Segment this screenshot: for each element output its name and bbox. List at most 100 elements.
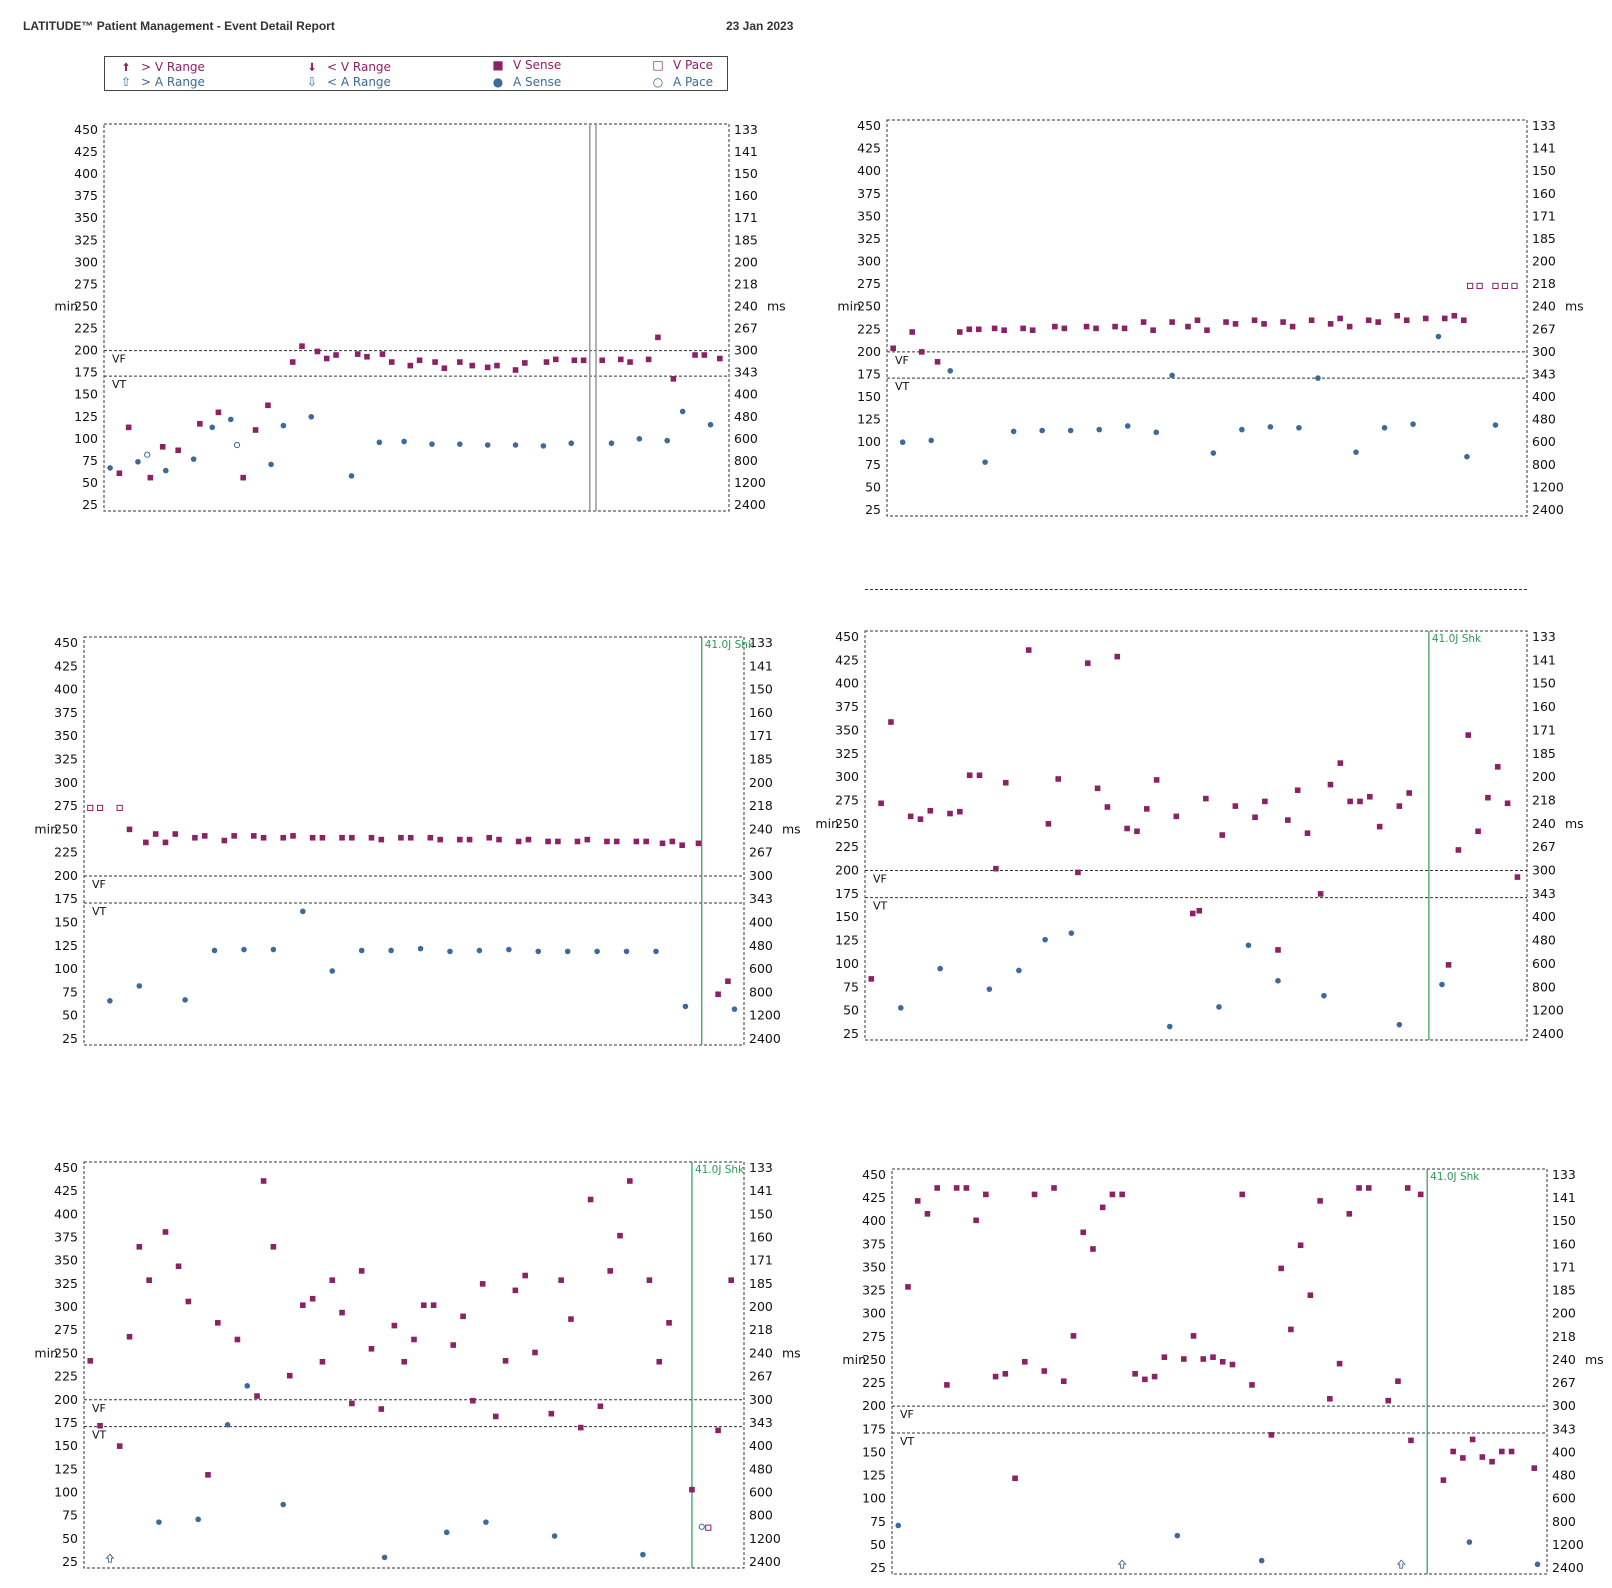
a-sense-point (1381, 424, 1388, 431)
shock-label: 41.0J Shk (1430, 1171, 1480, 1183)
v-sense-point (1239, 1191, 1246, 1198)
v-sense-point (162, 839, 169, 846)
v-pace-point (705, 1524, 712, 1531)
v-sense-point (1119, 1191, 1125, 1198)
y-tick-left: 100 (862, 1491, 886, 1506)
a-sense-point (476, 947, 483, 954)
legend-item-v-range-high: 🠩 > V Range (119, 58, 205, 79)
y-tick-right: 600 (749, 1484, 773, 1499)
v-sense-point (1190, 1333, 1197, 1339)
v-sense-point (1169, 319, 1175, 325)
a-sense-point (348, 473, 355, 479)
v-sense-point (1450, 1448, 1456, 1455)
v-sense-point (1465, 732, 1472, 738)
y-tick-right: 300 (1552, 1398, 1576, 1413)
v-sense-point (379, 351, 386, 357)
y-axis-label-right: ms (782, 821, 801, 836)
v-sense-point (484, 364, 491, 371)
v-sense-point (1203, 795, 1209, 802)
y-tick-right: 133 (1532, 629, 1556, 644)
v-sense-point (254, 1393, 260, 1399)
v-sense-point (496, 836, 502, 843)
v-sense-point (1090, 1246, 1096, 1252)
y-tick-left: 300 (862, 1306, 886, 1321)
v-sense-point (1460, 1455, 1466, 1461)
v-sense-point (116, 470, 123, 477)
a-sense-point (244, 1383, 251, 1389)
a-pace-point (233, 441, 241, 449)
a-sense-point (211, 947, 218, 954)
v-sense-point (1196, 907, 1203, 914)
v-sense-point (577, 1424, 584, 1431)
egm-chart-2: 450 425 400 375 350 325 300 275 250 225 200 175 150 1… (837, 110, 1583, 526)
v-sense-point (956, 329, 963, 335)
v-sense-point (1365, 317, 1372, 324)
v-sense-point (670, 376, 677, 382)
v-sense-point (469, 362, 476, 369)
plot-frame (83, 636, 745, 1046)
chart-svg: 450 425 400 375 350 325 300 275 250 225 200 175 150 1… (842, 1167, 1603, 1575)
y-tick-right: 600 (1532, 956, 1556, 971)
a-sense-point (190, 456, 197, 462)
v-sense-point (1508, 1448, 1515, 1455)
a-sense-point (268, 461, 274, 468)
v-sense-point (1031, 1191, 1038, 1198)
a-sense-point (447, 948, 453, 955)
v-sense-point (1375, 319, 1381, 325)
v-sense-point (1022, 1358, 1028, 1365)
y-tick-right: 218 (1552, 1329, 1576, 1344)
v-sense-point (126, 1333, 133, 1340)
zone-label-vf: VF (873, 873, 887, 886)
v-sense-point (1327, 1395, 1333, 1402)
v-sense-point (1445, 962, 1452, 968)
a-sense-point (1016, 967, 1022, 974)
v-sense-point (983, 1191, 989, 1198)
v-sense-point (470, 1397, 476, 1404)
v-sense-point (1124, 825, 1130, 832)
y-tick-right: 240 (1532, 299, 1556, 314)
y-tick-right: 600 (1532, 434, 1556, 449)
y-tick-left: 400 (54, 1206, 78, 1221)
y-tick-right: 218 (749, 1322, 773, 1337)
v-sense-point (421, 1302, 427, 1309)
v-sense-point (963, 1185, 970, 1191)
y-tick-right: 240 (1532, 816, 1556, 831)
v-sense-point (543, 359, 550, 365)
v-sense-point (953, 1185, 960, 1191)
y-tick-left: 300 (54, 1299, 78, 1314)
a-sense-point (136, 983, 143, 989)
v-sense-point (319, 834, 326, 841)
v-sense-point (613, 838, 620, 845)
a-sense-point (280, 422, 287, 429)
v-sense-point (522, 360, 528, 366)
v-sense-point (909, 329, 915, 335)
a-sense-point (1039, 427, 1045, 434)
v-sense-point (215, 1320, 221, 1326)
y-tick-right: 300 (734, 343, 758, 358)
v-sense-point (205, 1472, 211, 1478)
y-tick-left: 225 (74, 321, 98, 336)
v-sense-point (260, 834, 267, 841)
v-sense-point (1161, 1354, 1168, 1360)
y-tick-right: 480 (1552, 1468, 1576, 1483)
a-sense-point (937, 965, 943, 972)
y-tick-right: 133 (734, 122, 758, 137)
v-sense-point (1083, 323, 1090, 330)
v-sense-point (1289, 323, 1296, 330)
v-sense-point (599, 357, 605, 364)
v-pace-point (1492, 282, 1499, 290)
y-tick-left: 325 (857, 231, 881, 246)
zone-label-vf: VF (92, 1402, 106, 1415)
v-sense-point (329, 1277, 336, 1283)
v-sense-point (627, 1178, 633, 1184)
y-tick-left: 225 (857, 321, 881, 336)
a-sense-point (1153, 429, 1160, 436)
v-sense-point (715, 1427, 721, 1434)
v-sense-point (1223, 319, 1229, 325)
y-tick-left: 450 (857, 118, 881, 133)
v-sense-point (364, 353, 370, 360)
y-tick-right: 185 (749, 751, 773, 766)
v-sense-point (917, 816, 924, 822)
a-sense-point (986, 986, 993, 992)
v-sense-point (617, 356, 624, 363)
